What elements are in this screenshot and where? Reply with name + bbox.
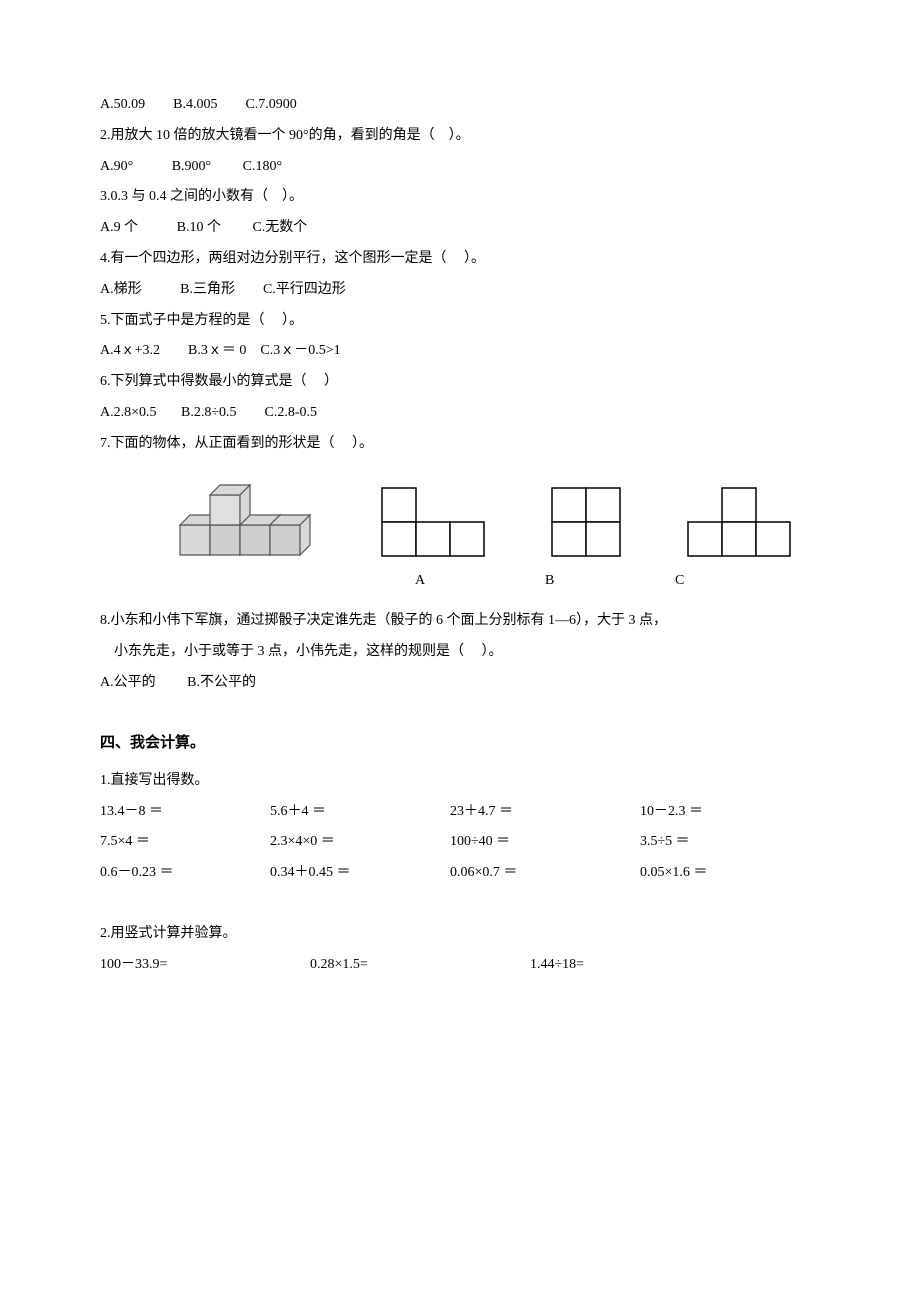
cube-3d-icon (170, 470, 320, 560)
opt-a: A.9 个 (100, 220, 138, 235)
opt-c: C.180° (243, 159, 282, 174)
opt-b: B.2.8÷0.5 (181, 405, 237, 420)
q7-text: 7.下面的物体，从正面看到的形状是（ ）。 (100, 429, 820, 460)
opt-c: C.3ｘ－0.5>1 (260, 343, 340, 358)
label-b: B (545, 566, 675, 597)
q5-options: A.4ｘ+3.2 B.3ｘ＝ 0 C.3ｘ－0.5>1 (100, 336, 820, 367)
calc-cell: 3.5÷5 ＝ (640, 827, 810, 858)
calc-row-3: 0.6－0.23 ＝ 0.34＋0.45 ＝ 0.06×0.7 ＝ 0.05×1… (100, 858, 820, 889)
opt-b: B.900° (172, 159, 211, 174)
calc-cell: 7.5×4 ＝ (100, 827, 270, 858)
opt-c: C.7.0900 (245, 97, 296, 112)
q6-options: A.2.8×0.5 B.2.8÷0.5 C.2.8-0.5 (100, 398, 820, 429)
q8-line1: 8.小东和小伟下军旗，通过掷骰子决定谁先走（骰子的 6 个面上分别标有 1—6）… (100, 606, 820, 637)
q2-text: 2.用放大 10 倍的放大镜看一个 90°的角，看到的角是（ ）。 (100, 121, 820, 152)
opt-a: A.90° (100, 159, 133, 174)
q1-prev-options: A.50.09 B.4.005 C.7.0900 (100, 90, 820, 121)
opt-a: A.公平的 (100, 675, 156, 690)
q8-line2: 小东先走，小于或等于 3 点，小伟先走，这样的规则是（ ）。 (100, 637, 820, 668)
calc-cell: 5.6＋4 ＝ (270, 797, 450, 828)
calc-row-2: 7.5×4 ＝ 2.3×4×0 ＝ 100÷40 ＝ 3.5÷5 ＝ (100, 827, 820, 858)
option-a-shape (380, 486, 490, 560)
section4-sub1: 1.直接写出得数。 (100, 766, 820, 797)
q4-options: A.梯形 B.三角形 C.平行四边形 (100, 275, 820, 306)
option-b-shape (550, 486, 626, 560)
calc-cell: 0.05×1.6 ＝ (640, 858, 810, 889)
calc2-row-1: 100－33.9= 0.28×1.5= 1.44÷18= (100, 950, 820, 981)
calc-cell: 0.6－0.23 ＝ (100, 858, 270, 889)
option-c-shape (686, 486, 796, 560)
opt-b: B.三角形 (180, 282, 235, 297)
calc-cell: 13.4－8 ＝ (100, 797, 270, 828)
q7-figures (170, 470, 820, 560)
q3-options: A.9 个 B.10 个 C.无数个 (100, 213, 820, 244)
opt-c: C.无数个 (252, 220, 307, 235)
calc-cell: 1.44÷18= (530, 950, 730, 981)
calc-cell: 23＋4.7 ＝ (450, 797, 640, 828)
calc-cell: 0.28×1.5= (310, 950, 530, 981)
opt-b: B.4.005 (173, 97, 217, 112)
section4-title: 四、我会计算。 (100, 727, 820, 760)
calc-cell: 100－33.9= (100, 950, 310, 981)
opt-c: C.平行四边形 (263, 282, 346, 297)
calc-cell: 100÷40 ＝ (450, 827, 640, 858)
opt-b: B.3ｘ＝ 0 (188, 343, 246, 358)
q4-text: 4.有一个四边形，两组对边分别平行，这个图形一定是（ ）。 (100, 244, 820, 275)
q8-options: A.公平的 B.不公平的 (100, 668, 820, 699)
opt-a: A.50.09 (100, 97, 145, 112)
opt-b: B.10 个 (177, 220, 221, 235)
opt-b: B.不公平的 (187, 675, 256, 690)
calc-cell: 0.06×0.7 ＝ (450, 858, 640, 889)
opt-c: C.2.8-0.5 (265, 405, 318, 420)
calc-row-1: 13.4－8 ＝ 5.6＋4 ＝ 23＋4.7 ＝ 10－2.3 ＝ (100, 797, 820, 828)
q3-text: 3.0.3 与 0.4 之间的小数有（ ）。 (100, 182, 820, 213)
opt-a: A.梯形 (100, 282, 142, 297)
opt-a: A.2.8×0.5 (100, 405, 157, 420)
q5-text: 5.下面式子中是方程的是（ ）。 (100, 306, 820, 337)
label-c: C (675, 566, 805, 597)
calc-cell: 10－2.3 ＝ (640, 797, 810, 828)
section4-sub2: 2.用竖式计算并验算。 (100, 919, 820, 950)
q7-labels: A B C (170, 566, 820, 597)
calc-cell: 2.3×4×0 ＝ (270, 827, 450, 858)
label-a: A (415, 566, 545, 597)
calc-cell: 0.34＋0.45 ＝ (270, 858, 450, 889)
q6-text: 6.下列算式中得数最小的算式是（ ） (100, 367, 820, 398)
q2-options: A.90° B.900° C.180° (100, 152, 820, 183)
opt-a: A.4ｘ+3.2 (100, 343, 160, 358)
